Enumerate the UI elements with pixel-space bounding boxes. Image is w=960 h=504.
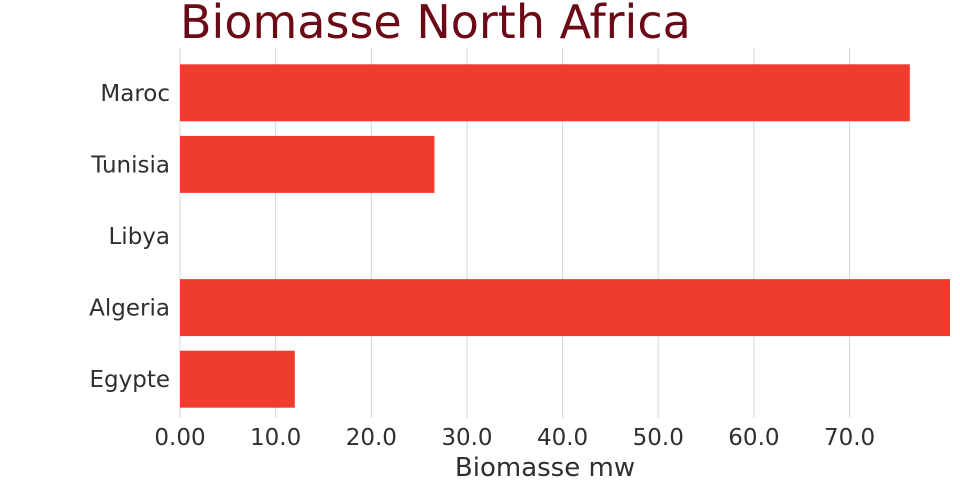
y-category-label: Egypte	[89, 367, 170, 393]
bar	[180, 135, 435, 193]
x-axis-tick-labels: 0.00 10.0 20.0 30.0 40.0 50.0 60.0 70.0	[154, 425, 875, 451]
bar	[180, 350, 295, 408]
bar	[180, 279, 950, 337]
bar	[180, 64, 910, 122]
y-category-label: Libya	[108, 224, 170, 250]
y-axis-labels: Maroc Tunisia Libya Algeria Egypte	[89, 81, 170, 393]
chart-title: Biomasse North Africa	[180, 0, 691, 49]
x-axis-label: Biomasse mw	[455, 453, 635, 483]
x-tick-label: 20.0	[346, 425, 397, 451]
x-tick-label: 40.0	[537, 425, 588, 451]
y-category-label: Algeria	[89, 296, 170, 322]
x-tick-label: 70.0	[824, 425, 875, 451]
x-tick-label: 10.0	[250, 425, 301, 451]
x-tick-label: 0.00	[154, 425, 205, 451]
x-tick-label: 30.0	[441, 425, 492, 451]
bars	[180, 64, 950, 408]
x-tick-label: 50.0	[633, 425, 684, 451]
x-tick-label: 60.0	[728, 425, 779, 451]
y-category-label: Tunisia	[90, 152, 170, 178]
y-category-label: Maroc	[100, 81, 170, 107]
